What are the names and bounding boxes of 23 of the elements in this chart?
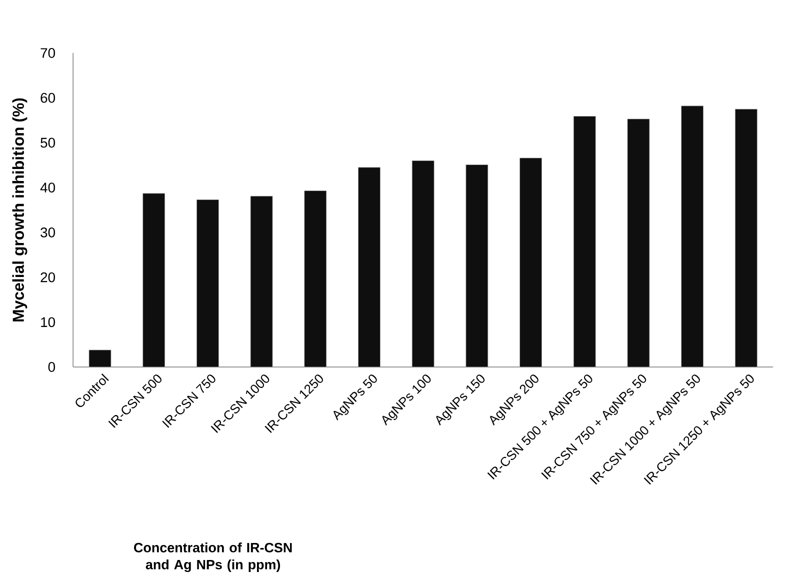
bar <box>142 193 166 367</box>
y-tick-label: 30 <box>40 227 56 238</box>
bar <box>627 118 650 367</box>
y-tick-label: 70 <box>40 48 56 58</box>
bar <box>304 190 327 367</box>
bar <box>250 196 273 367</box>
bar <box>573 116 596 367</box>
bar <box>88 350 112 367</box>
bar <box>681 106 704 367</box>
y-axis-title: Mycelial growth inhibition (%) <box>12 98 28 322</box>
y-tick-label: 0 <box>48 362 56 372</box>
y-tick-label: 10 <box>41 317 56 328</box>
y-tick-label: 20 <box>40 272 56 282</box>
bar <box>734 108 758 367</box>
y-tick-label: 50 <box>40 138 56 148</box>
bar <box>412 160 434 367</box>
y-tick-label: 60 <box>40 92 56 103</box>
bar <box>520 158 542 367</box>
x-axis-title: Concentration of IR-CSN and Ag NPs (in ppm) <box>134 542 292 572</box>
bar <box>196 199 219 367</box>
bar <box>358 167 380 367</box>
bar <box>466 164 488 367</box>
y-tick-label: 40 <box>40 182 56 193</box>
